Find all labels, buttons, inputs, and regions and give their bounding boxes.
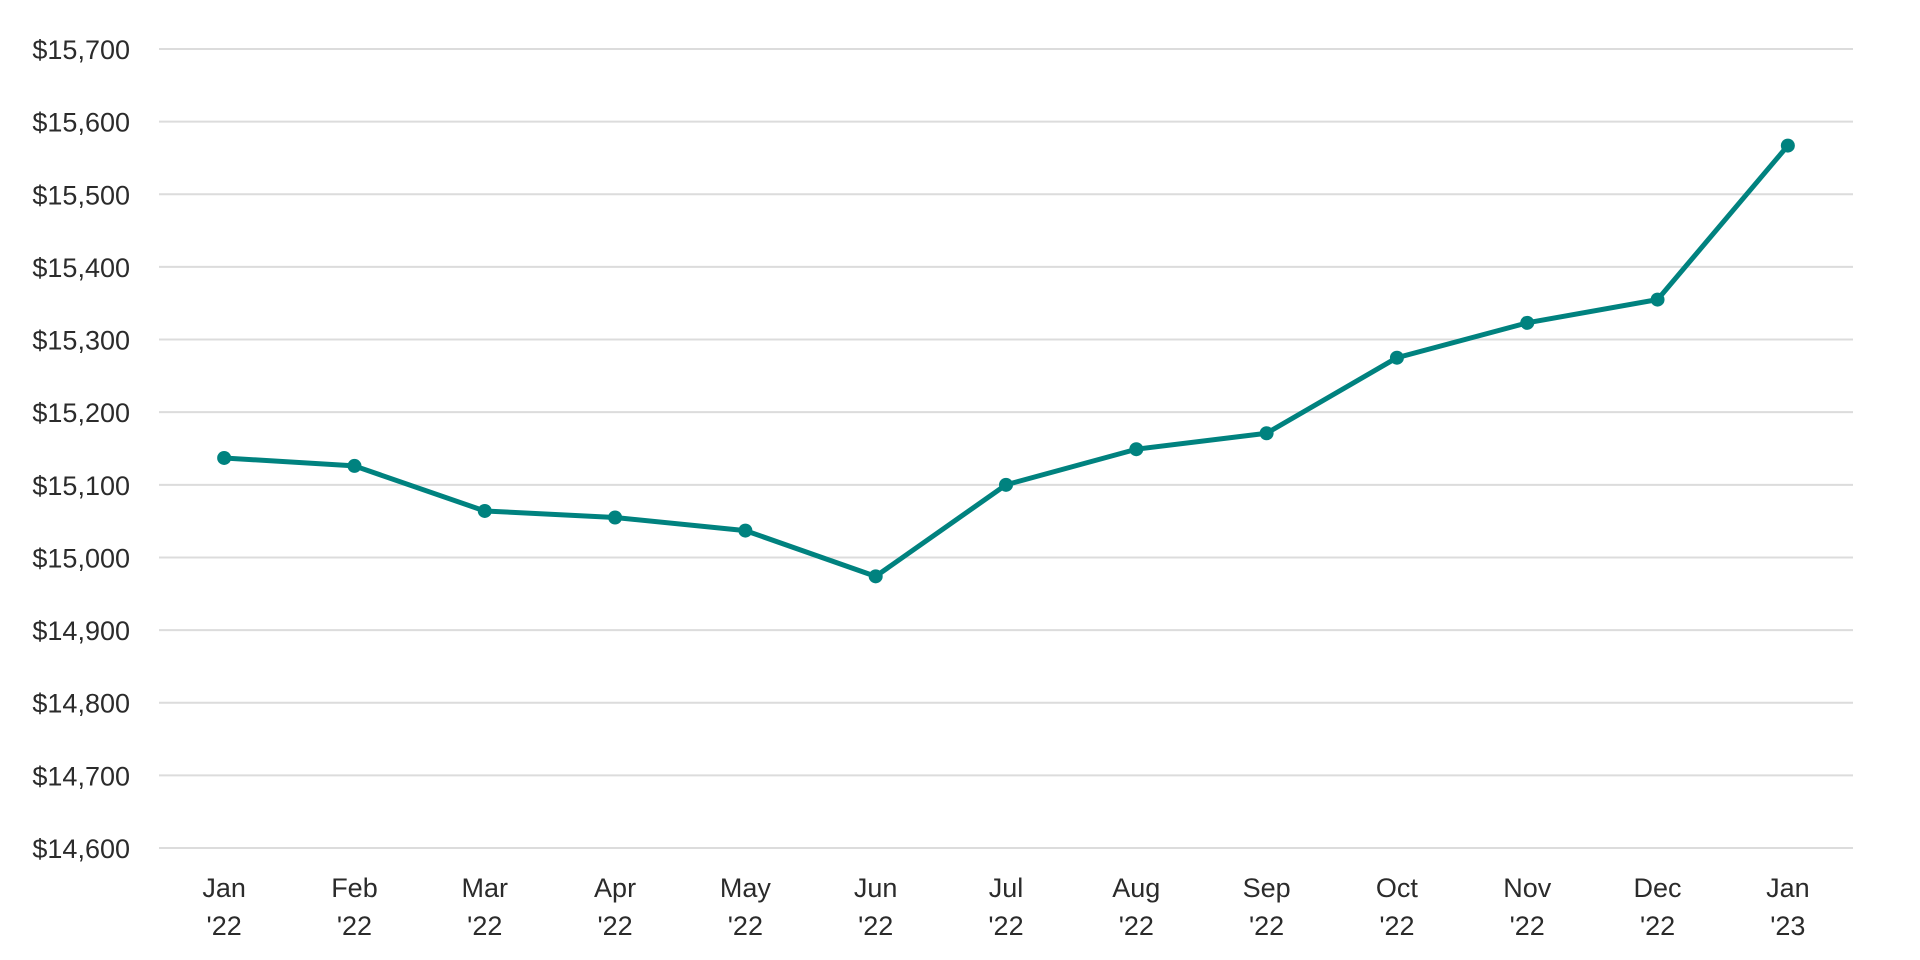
x-tick-year: '22 xyxy=(988,911,1023,941)
x-axis-tick-label: Nov '22 xyxy=(1503,873,1552,941)
x-axis-tick-label: Jan '22 xyxy=(202,873,246,941)
x-tick-month: Nov xyxy=(1503,873,1552,903)
x-axis-tick-label: Dec '22 xyxy=(1634,873,1682,941)
x-axis-tick-label: Sep '22 xyxy=(1243,873,1291,941)
x-tick-month: Apr xyxy=(594,873,636,903)
x-tick-year: '22 xyxy=(337,911,372,941)
y-axis-tick-label: $14,800 xyxy=(32,689,130,719)
y-axis-tick-label: $15,100 xyxy=(32,471,130,501)
data-point-marker[interactable] xyxy=(999,477,1013,492)
y-axis-tick-label: $14,700 xyxy=(32,761,130,791)
x-tick-year: '22 xyxy=(467,911,502,941)
x-tick-month: Jan xyxy=(202,873,246,903)
data-series xyxy=(217,138,1795,584)
x-tick-year: '22 xyxy=(1640,911,1675,941)
y-axis-tick-label: $15,000 xyxy=(32,543,130,573)
x-axis: Jan '22 Feb '22 Mar '22 Apr '22 May '22 Jun '22 Jul '… xyxy=(202,873,1809,941)
x-axis-tick-label: Mar '22 xyxy=(462,873,509,941)
x-tick-month: Dec xyxy=(1634,873,1682,903)
x-tick-month: Jul xyxy=(989,873,1024,903)
x-axis-tick-label: Jul '22 xyxy=(988,873,1023,941)
x-tick-year: '22 xyxy=(1249,911,1284,941)
x-tick-year: '22 xyxy=(207,911,242,941)
x-tick-year: '22 xyxy=(858,911,893,941)
data-point-marker[interactable] xyxy=(217,450,232,465)
data-point-marker[interactable] xyxy=(608,510,623,525)
x-tick-year: '22 xyxy=(597,911,632,941)
x-tick-month: Jun xyxy=(854,873,898,903)
data-point-marker[interactable] xyxy=(1780,138,1795,153)
x-tick-month: Feb xyxy=(331,873,378,903)
x-tick-month: May xyxy=(720,873,772,903)
x-tick-year: '22 xyxy=(1119,911,1154,941)
y-axis-tick-label: $15,700 xyxy=(32,35,130,65)
x-axis-tick-label: Jun '22 xyxy=(854,873,898,941)
data-point-marker[interactable] xyxy=(1650,292,1665,307)
x-axis-tick-label: Jan '23 xyxy=(1766,873,1810,941)
x-tick-year: '23 xyxy=(1770,911,1805,941)
x-tick-month: Mar xyxy=(462,873,509,903)
x-axis-tick-label: Apr '22 xyxy=(594,873,636,941)
series-line xyxy=(221,143,1791,579)
data-point-marker[interactable] xyxy=(1129,442,1144,457)
x-axis-tick-label: Feb '22 xyxy=(331,873,378,941)
data-point-marker[interactable] xyxy=(477,503,492,518)
y-axis-tick-label: $14,900 xyxy=(32,616,130,646)
x-tick-year: '22 xyxy=(728,911,763,941)
data-point-marker[interactable] xyxy=(738,523,753,538)
x-tick-month: Aug xyxy=(1112,873,1160,903)
data-point-marker[interactable] xyxy=(1259,426,1274,441)
x-tick-month: Jan xyxy=(1766,873,1810,903)
y-axis-tick-label: $15,600 xyxy=(32,108,130,138)
y-axis-tick-label: $14,600 xyxy=(32,834,130,864)
y-axis-tick-label: $15,300 xyxy=(32,326,130,356)
data-point-marker[interactable] xyxy=(347,458,362,473)
x-tick-year: '22 xyxy=(1379,911,1414,941)
data-point-marker[interactable] xyxy=(1389,350,1404,365)
data-point-marker[interactable] xyxy=(1520,315,1535,330)
x-tick-year: '22 xyxy=(1510,911,1545,941)
y-axis-tick-label: $15,500 xyxy=(32,180,130,210)
x-tick-month: Oct xyxy=(1376,873,1419,903)
gridlines xyxy=(159,48,1853,849)
x-tick-month: Sep xyxy=(1243,873,1291,903)
x-axis-tick-label: May '22 xyxy=(720,873,772,941)
x-axis-tick-label: Aug '22 xyxy=(1112,873,1160,941)
y-axis: $15,700 $15,600 $15,500 $15,400 $15,300 $15,2… xyxy=(32,35,130,864)
y-axis-tick-label: $15,400 xyxy=(32,253,130,283)
y-axis-tick-label: $15,200 xyxy=(32,398,130,428)
x-axis-tick-label: Oct '22 xyxy=(1376,873,1419,941)
data-point-marker[interactable] xyxy=(868,569,883,584)
